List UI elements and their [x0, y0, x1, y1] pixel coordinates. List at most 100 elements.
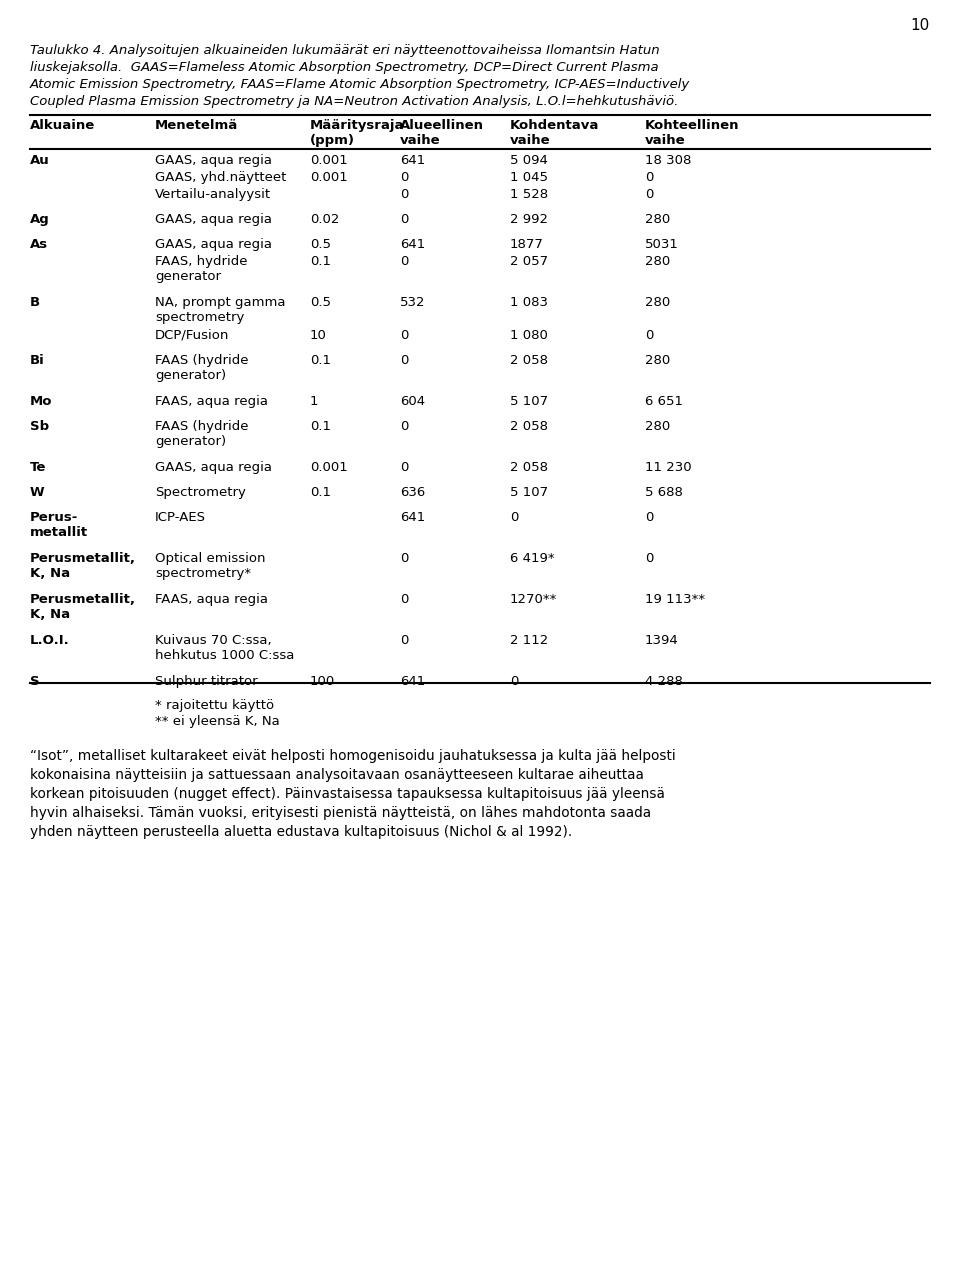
- Text: Te: Te: [30, 461, 46, 473]
- Text: 2 992: 2 992: [510, 213, 548, 226]
- Text: Ag: Ag: [30, 213, 50, 226]
- Text: korkean pitoisuuden (nugget effect). Päinvastaisessa tapauksessa kultapitoisuus : korkean pitoisuuden (nugget effect). Päi…: [30, 787, 665, 801]
- Text: 641: 641: [400, 239, 425, 251]
- Text: 280: 280: [645, 255, 670, 268]
- Text: 2 057: 2 057: [510, 255, 548, 268]
- Text: 532: 532: [400, 296, 425, 309]
- Text: 1 083: 1 083: [510, 296, 548, 309]
- Text: Spectrometry: Spectrometry: [155, 486, 246, 499]
- Text: Kohteellinen: Kohteellinen: [645, 119, 739, 131]
- Text: Taulukko 4. Analysoitujen alkuaineiden lukumäärät eri näytteenottovaiheissa Ilom: Taulukko 4. Analysoitujen alkuaineiden l…: [30, 43, 660, 57]
- Text: 1: 1: [310, 396, 319, 408]
- Text: 1 045: 1 045: [510, 171, 548, 184]
- Text: 604: 604: [400, 396, 425, 408]
- Text: GAAS, aqua regia: GAAS, aqua regia: [155, 461, 272, 473]
- Text: 0: 0: [645, 553, 654, 565]
- Text: FAAS, aqua regia: FAAS, aqua regia: [155, 396, 268, 408]
- Text: vaihe: vaihe: [400, 134, 441, 147]
- Text: 0: 0: [645, 171, 654, 184]
- Text: 0.001: 0.001: [310, 461, 348, 473]
- Text: 100: 100: [310, 675, 335, 688]
- Text: 1270**: 1270**: [510, 593, 558, 606]
- Text: * rajoitettu käyttö: * rajoitettu käyttö: [155, 699, 275, 712]
- Text: 0: 0: [400, 329, 408, 342]
- Text: FAAS (hydride
generator): FAAS (hydride generator): [155, 420, 249, 448]
- Text: FAAS (hydride
generator): FAAS (hydride generator): [155, 353, 249, 382]
- Text: 0: 0: [645, 329, 654, 342]
- Text: 11 230: 11 230: [645, 461, 691, 473]
- Text: 19 113**: 19 113**: [645, 593, 706, 606]
- Text: FAAS, aqua regia: FAAS, aqua regia: [155, 593, 268, 606]
- Text: 0.02: 0.02: [310, 213, 340, 226]
- Text: 2 058: 2 058: [510, 353, 548, 367]
- Text: 280: 280: [645, 420, 670, 433]
- Text: 0.001: 0.001: [310, 171, 348, 184]
- Text: Bi: Bi: [30, 353, 45, 367]
- Text: 280: 280: [645, 296, 670, 309]
- Text: Menetelmä: Menetelmä: [155, 119, 238, 131]
- Text: Sb: Sb: [30, 420, 49, 433]
- Text: Perus-
metallit: Perus- metallit: [30, 510, 88, 538]
- Text: yhden näytteen perusteella aluetta edustava kultapitoisuus (Nichol & al 1992).: yhden näytteen perusteella aluetta edust…: [30, 826, 572, 840]
- Text: kokonaisina näytteisiin ja sattuessaan analysoitavaan osanäytteeseen kultarae ai: kokonaisina näytteisiin ja sattuessaan a…: [30, 768, 644, 782]
- Text: Kuivaus 70 C:ssa,
hehkutus 1000 C:ssa: Kuivaus 70 C:ssa, hehkutus 1000 C:ssa: [155, 634, 295, 662]
- Text: 6 419*: 6 419*: [510, 553, 555, 565]
- Text: vaihe: vaihe: [510, 134, 551, 147]
- Text: 5 107: 5 107: [510, 396, 548, 408]
- Text: NA, prompt gamma
spectrometry: NA, prompt gamma spectrometry: [155, 296, 285, 324]
- Text: 5031: 5031: [645, 239, 679, 251]
- Text: Vertailu-analyysit: Vertailu-analyysit: [155, 188, 271, 202]
- Text: 636: 636: [400, 486, 425, 499]
- Text: vaihe: vaihe: [645, 134, 685, 147]
- Text: 0.5: 0.5: [310, 239, 331, 251]
- Text: 0: 0: [400, 593, 408, 606]
- Text: 0: 0: [510, 510, 518, 524]
- Text: 1 080: 1 080: [510, 329, 548, 342]
- Text: Sulphur titrator: Sulphur titrator: [155, 675, 257, 688]
- Text: W: W: [30, 486, 44, 499]
- Text: Mo: Mo: [30, 396, 53, 408]
- Text: Alkuaine: Alkuaine: [30, 119, 95, 131]
- Text: 4 288: 4 288: [645, 675, 683, 688]
- Text: 0: 0: [400, 213, 408, 226]
- Text: hyvin alhaiseksi. Tämän vuoksi, erityisesti pienistä näytteistä, on lähes mahdot: hyvin alhaiseksi. Tämän vuoksi, erityise…: [30, 806, 651, 820]
- Text: Au: Au: [30, 154, 50, 167]
- Text: S: S: [30, 675, 39, 688]
- Text: 0: 0: [400, 353, 408, 367]
- Text: 5 094: 5 094: [510, 154, 548, 167]
- Text: GAAS, aqua regia: GAAS, aqua regia: [155, 213, 272, 226]
- Text: (ppm): (ppm): [310, 134, 355, 147]
- Text: 0: 0: [510, 675, 518, 688]
- Text: 1394: 1394: [645, 634, 679, 647]
- Text: B: B: [30, 296, 40, 309]
- Text: Määritysraja: Määritysraja: [310, 119, 404, 131]
- Text: Kohdentava: Kohdentava: [510, 119, 599, 131]
- Text: L.O.I.: L.O.I.: [30, 634, 70, 647]
- Text: 0: 0: [400, 255, 408, 268]
- Text: 5 107: 5 107: [510, 486, 548, 499]
- Text: 2 112: 2 112: [510, 634, 548, 647]
- Text: 1 528: 1 528: [510, 188, 548, 202]
- Text: 0: 0: [400, 171, 408, 184]
- Text: ** ei yleensä K, Na: ** ei yleensä K, Na: [155, 715, 279, 729]
- Text: Perusmetallit,
K, Na: Perusmetallit, K, Na: [30, 593, 136, 621]
- Text: GAAS, aqua regia: GAAS, aqua regia: [155, 154, 272, 167]
- Text: Coupled Plasma Emission Spectrometry ja NA=Neutron Activation Analysis, L.O.l=he: Coupled Plasma Emission Spectrometry ja …: [30, 94, 679, 108]
- Text: 0.1: 0.1: [310, 486, 331, 499]
- Text: 6 651: 6 651: [645, 396, 683, 408]
- Text: 641: 641: [400, 154, 425, 167]
- Text: FAAS, hydride
generator: FAAS, hydride generator: [155, 255, 248, 283]
- Text: 0: 0: [400, 188, 408, 202]
- Text: 0.1: 0.1: [310, 420, 331, 433]
- Text: ICP-AES: ICP-AES: [155, 510, 206, 524]
- Text: 641: 641: [400, 510, 425, 524]
- Text: 641: 641: [400, 675, 425, 688]
- Text: 0: 0: [400, 634, 408, 647]
- Text: GAAS, aqua regia: GAAS, aqua regia: [155, 239, 272, 251]
- Text: 2 058: 2 058: [510, 461, 548, 473]
- Text: 1877: 1877: [510, 239, 544, 251]
- Text: “Isot”, metalliset kultarakeet eivät helposti homogenisoidu jauhatuksessa ja kul: “Isot”, metalliset kultarakeet eivät hel…: [30, 749, 676, 763]
- Text: liuskejaksolla.  GAAS=Flameless Atomic Absorption Spectrometry, DCP=Direct Curre: liuskejaksolla. GAAS=Flameless Atomic Ab…: [30, 61, 659, 74]
- Text: 0.1: 0.1: [310, 255, 331, 268]
- Text: Optical emission
spectrometry*: Optical emission spectrometry*: [155, 553, 266, 581]
